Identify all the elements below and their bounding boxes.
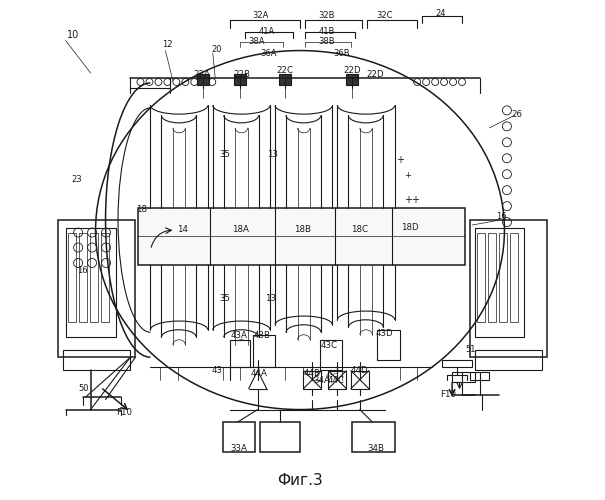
Bar — [329, 370, 347, 388]
Text: 32B: 32B — [318, 11, 335, 20]
Bar — [138, 208, 465, 265]
Bar — [101, 232, 109, 322]
Text: 43D: 43D — [376, 330, 394, 338]
Text: 23: 23 — [72, 174, 82, 184]
Text: ++: ++ — [404, 195, 420, 205]
Bar — [304, 370, 321, 388]
Bar — [352, 422, 394, 452]
Text: 13: 13 — [264, 294, 276, 304]
Text: 16: 16 — [495, 212, 506, 220]
Bar — [469, 372, 489, 380]
Text: +: + — [404, 170, 411, 179]
Text: 50: 50 — [79, 384, 90, 393]
Text: 35: 35 — [220, 150, 231, 159]
Text: 51: 51 — [466, 345, 476, 354]
Text: 44A: 44A — [250, 369, 267, 378]
Text: 22A: 22A — [194, 70, 210, 79]
Bar — [66, 228, 116, 338]
Text: 18B: 18B — [294, 224, 311, 234]
Text: 20: 20 — [212, 45, 222, 54]
Text: 44D: 44D — [351, 366, 368, 375]
Bar — [68, 232, 76, 322]
Text: 10: 10 — [67, 30, 79, 40]
Text: 18C: 18C — [352, 224, 368, 234]
Text: 33A: 33A — [231, 444, 247, 453]
Text: 38A: 38A — [249, 37, 265, 46]
Bar — [488, 232, 496, 322]
Bar — [452, 372, 474, 382]
Text: 36B: 36B — [333, 48, 350, 58]
Bar — [260, 422, 300, 452]
Bar — [230, 340, 250, 367]
Bar — [63, 350, 131, 370]
Text: 43: 43 — [211, 366, 222, 375]
Text: +: + — [396, 156, 404, 166]
Text: 22C: 22C — [276, 66, 293, 75]
Bar — [378, 330, 400, 360]
Text: 18D: 18D — [401, 223, 419, 232]
Text: Фиг.3: Фиг.3 — [277, 474, 323, 488]
Bar — [510, 232, 518, 322]
Text: 38B: 38B — [318, 37, 335, 46]
Bar — [477, 232, 485, 322]
Bar — [58, 220, 136, 357]
Text: 22D: 22D — [344, 66, 361, 75]
Bar — [499, 232, 507, 322]
Bar — [197, 74, 209, 85]
Text: 32A: 32A — [252, 11, 268, 20]
Text: 22D: 22D — [366, 70, 384, 79]
Bar — [279, 74, 291, 85]
Text: 43B: 43B — [253, 332, 270, 340]
Bar — [234, 74, 246, 85]
Text: F10: F10 — [440, 390, 456, 399]
Bar — [474, 350, 542, 370]
Bar — [320, 340, 342, 370]
Ellipse shape — [96, 50, 505, 410]
Text: 26: 26 — [511, 110, 522, 119]
Text: 22B: 22B — [233, 70, 250, 79]
Text: 32C: 32C — [376, 11, 393, 20]
Bar — [351, 370, 369, 388]
Text: 14: 14 — [177, 224, 188, 234]
Text: 34A: 34A — [313, 376, 330, 385]
Text: 34B: 34B — [368, 444, 385, 453]
Text: F10: F10 — [116, 408, 132, 416]
Text: 18A: 18A — [232, 224, 249, 234]
Text: 41B: 41B — [318, 27, 335, 36]
Text: 43A: 43A — [231, 332, 247, 340]
Text: 44C: 44C — [328, 376, 345, 385]
Text: 13: 13 — [267, 150, 278, 159]
Text: 43C: 43C — [321, 341, 338, 350]
Bar — [442, 360, 472, 367]
Bar — [253, 335, 275, 367]
Text: 24: 24 — [436, 8, 446, 18]
Bar — [474, 228, 525, 338]
Text: 41A: 41A — [258, 27, 275, 36]
Text: 35: 35 — [220, 294, 231, 304]
Text: 44B: 44B — [304, 369, 321, 378]
Bar — [223, 422, 255, 452]
Bar — [469, 220, 547, 357]
Text: 43C: 43C — [325, 373, 338, 378]
Text: 12: 12 — [162, 40, 172, 49]
Text: 16: 16 — [77, 266, 88, 276]
Bar — [90, 232, 98, 322]
Text: 36A: 36A — [260, 48, 277, 58]
Bar — [347, 74, 358, 85]
Bar — [79, 232, 87, 322]
Text: 18: 18 — [137, 204, 148, 214]
